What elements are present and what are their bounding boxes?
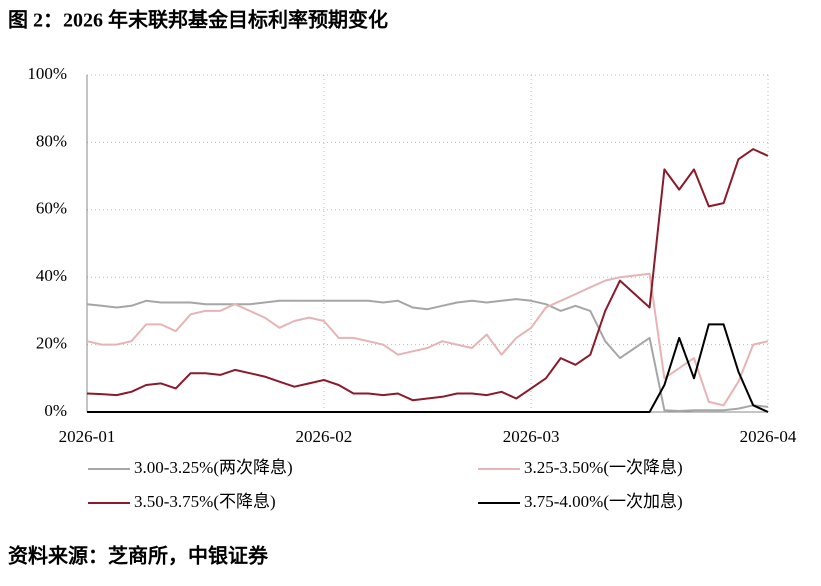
source-note: 资料来源：芝商所，中银证券: [8, 544, 269, 568]
legend-label: 3.25-3.50%(一次降息): [524, 458, 683, 477]
legend-label: 3.00-3.25%(两次降息): [134, 458, 293, 477]
y-tick-label: 80%: [36, 131, 67, 150]
series-line: [86, 272, 769, 407]
chart-title: 图 2：2026 年末联邦基金目标利率预期变化: [8, 8, 388, 32]
y-tick-label: 100%: [27, 64, 67, 83]
y-tick-label: 0%: [44, 401, 67, 420]
series-line: [87, 323, 769, 413]
x-tick-label: 2026-02: [296, 427, 353, 446]
x-tick-label: 2026-04: [740, 427, 797, 446]
series-line: [86, 148, 769, 402]
y-tick-label: 20%: [36, 334, 67, 353]
legend-label: 3.50-3.75%(不降息): [134, 492, 276, 511]
legend-label: 3.75-4.00%(一次加息): [524, 492, 683, 511]
x-tick-label: 2026-03: [503, 427, 560, 446]
y-tick-label: 60%: [36, 199, 67, 218]
x-tick-label: 2026-01: [59, 427, 116, 446]
series-line: [86, 298, 769, 412]
y-tick-label: 40%: [36, 266, 67, 285]
